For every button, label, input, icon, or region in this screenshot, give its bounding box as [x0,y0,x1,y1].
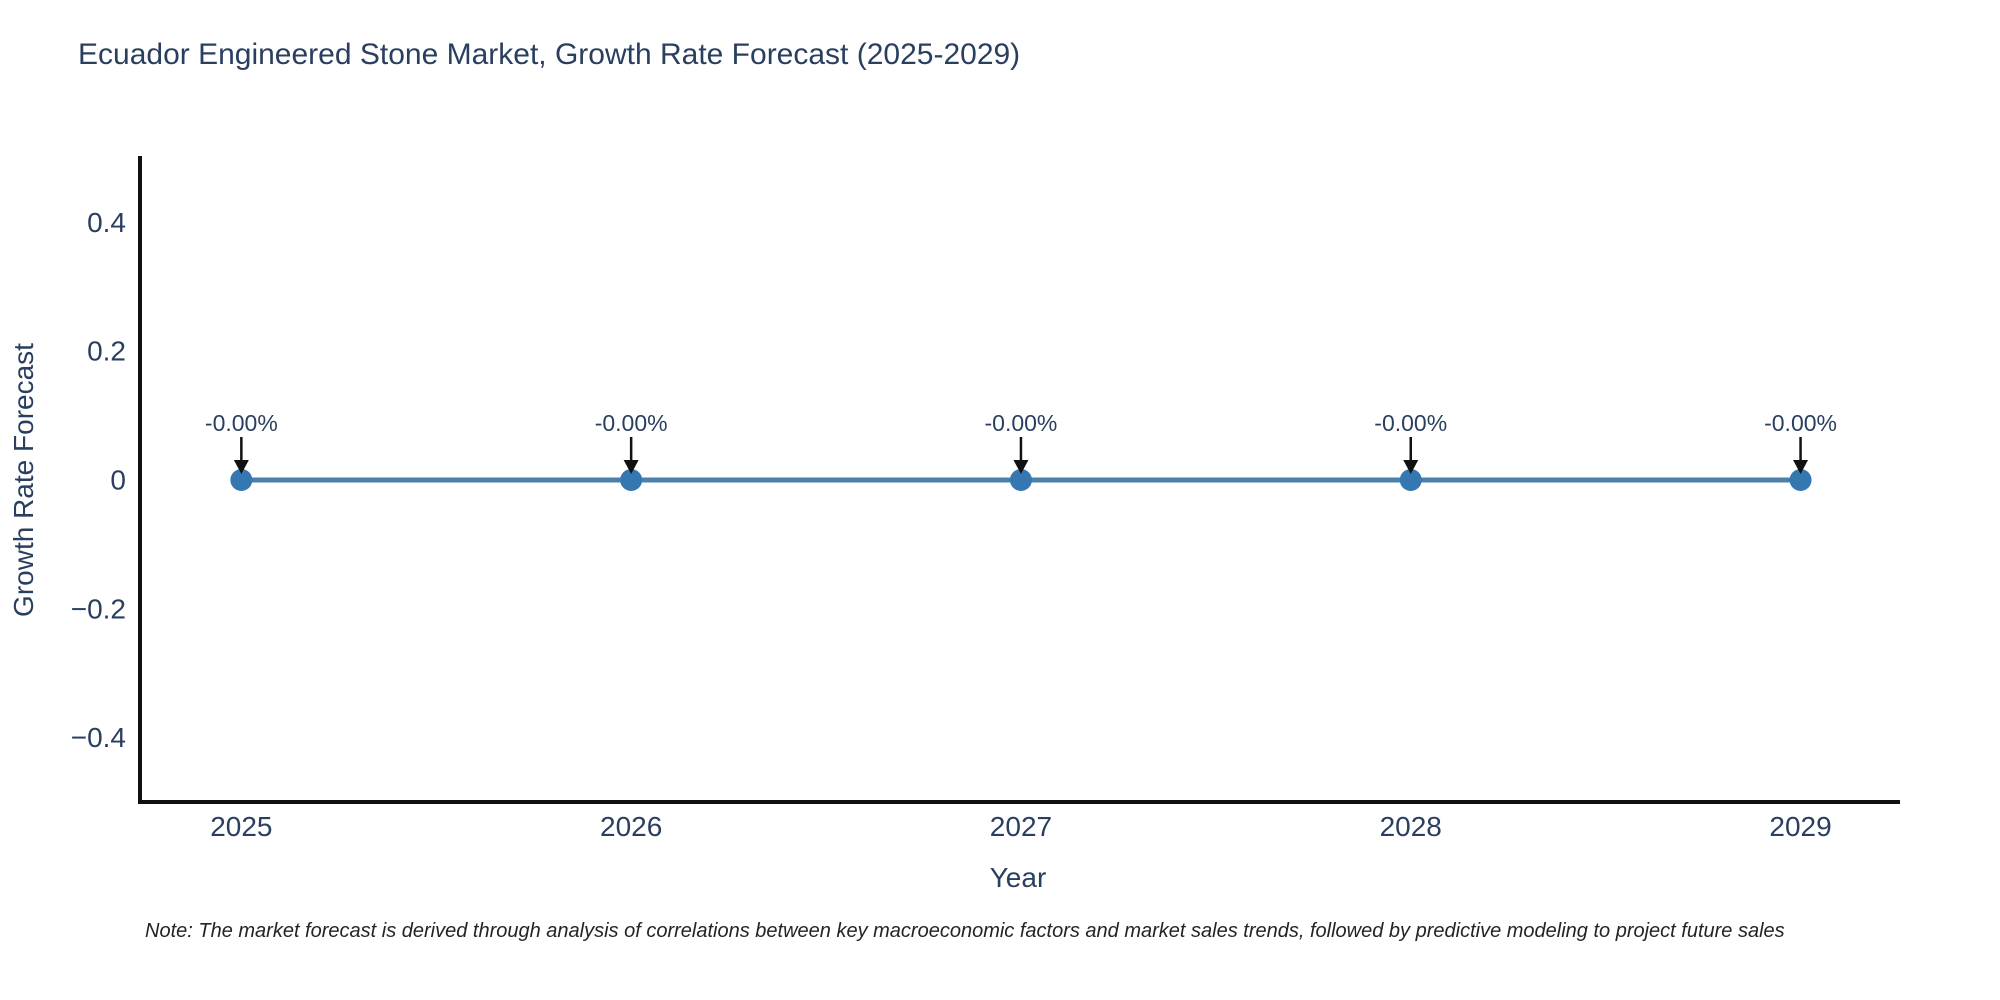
data-point[interactable] [620,469,643,491]
x-tick-label: 2025 [210,811,272,842]
y-tick-label: −0.4 [71,722,126,753]
y-tick-label: 0.4 [87,207,126,238]
annotation-arrow-head [1793,460,1809,474]
x-axis-title: Year [989,862,1047,893]
point-annotation: -0.00% [985,410,1058,436]
y-tick-label: 0 [110,465,126,496]
footnote: Note: The market forecast is derived thr… [145,920,1785,942]
point-annotation: -0.00% [595,410,668,436]
y-tick-label: −0.2 [71,593,126,624]
point-annotation: -0.00% [1374,410,1447,436]
point-annotation: -0.00% [205,410,278,436]
x-tick-label: 2027 [990,811,1052,842]
axis-lines [138,156,1900,804]
x-tick-label: 2028 [1380,811,1442,842]
x-tick-label: 2026 [600,811,662,842]
data-point[interactable] [1789,469,1812,491]
annotation-arrow-head [623,460,639,474]
data-point[interactable] [1399,469,1422,491]
data-point[interactable] [230,469,253,491]
x-tick-label: 2029 [1769,811,1831,842]
data-point[interactable] [1009,469,1032,491]
point-annotation: -0.00% [1764,410,1837,436]
annotation-arrow-head [233,460,249,474]
annotation-arrow-head [1403,460,1419,474]
annotation-arrow-head [1013,460,1029,474]
chart-title: Ecuador Engineered Stone Market, Growth … [78,38,1021,71]
y-tick-label: 0.2 [87,336,126,367]
